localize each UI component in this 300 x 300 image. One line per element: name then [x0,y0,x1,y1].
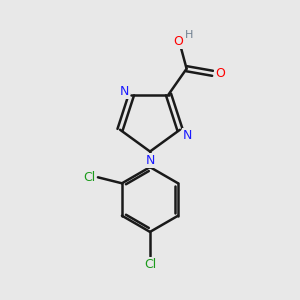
Text: O: O [215,67,225,80]
Text: N: N [119,85,129,98]
Text: N: N [183,129,192,142]
Text: H: H [184,30,193,40]
Text: Cl: Cl [83,171,95,184]
Text: N: N [145,154,155,167]
Text: Cl: Cl [144,258,156,271]
Text: O: O [173,35,183,48]
